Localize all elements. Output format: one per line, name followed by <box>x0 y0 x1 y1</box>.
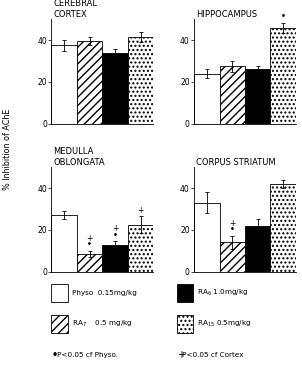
Text: •: • <box>230 225 235 234</box>
Bar <box>245 226 271 272</box>
Text: •: • <box>281 12 286 21</box>
Bar <box>77 41 102 124</box>
Text: •: • <box>87 240 92 249</box>
Bar <box>51 45 77 124</box>
Text: HIPPOCAMPUS: HIPPOCAMPUS <box>196 10 257 19</box>
Bar <box>77 254 102 272</box>
Text: +: + <box>86 234 93 243</box>
Text: +: + <box>137 206 144 215</box>
Bar <box>220 242 245 272</box>
Text: •: • <box>113 231 117 240</box>
Text: +: + <box>112 224 118 234</box>
Text: RA$_{15}$ 0.5mg/kg: RA$_{15}$ 0.5mg/kg <box>197 319 251 329</box>
Bar <box>102 244 128 272</box>
Bar <box>128 37 153 124</box>
Bar <box>128 225 153 272</box>
Text: P<0.05 cf Physo.: P<0.05 cf Physo. <box>57 352 118 358</box>
Bar <box>51 215 77 272</box>
Text: MEDULLA
OBLONGATA: MEDULLA OBLONGATA <box>53 147 105 166</box>
Text: Physo  0.15mg/kg: Physo 0.15mg/kg <box>72 290 137 296</box>
Text: % Inhibition of AChE: % Inhibition of AChE <box>3 109 12 190</box>
Text: +: + <box>229 219 236 228</box>
Text: •: • <box>51 350 57 360</box>
Text: RA$_7$    0.5 mg/kg: RA$_7$ 0.5 mg/kg <box>72 319 132 329</box>
Text: RA$_6$ 1.0mg/kg: RA$_6$ 1.0mg/kg <box>197 288 249 298</box>
Bar <box>102 53 128 124</box>
Bar <box>220 66 245 124</box>
Bar <box>194 74 220 124</box>
Bar <box>245 69 271 124</box>
Text: +: + <box>177 350 185 360</box>
Bar <box>271 28 296 124</box>
Text: CEREBRAL
CORTEX: CEREBRAL CORTEX <box>53 0 97 19</box>
Bar <box>194 203 220 272</box>
Text: CORPUS STRIATUM: CORPUS STRIATUM <box>196 158 276 166</box>
Text: P<0.05 cf Cortex: P<0.05 cf Cortex <box>182 352 244 358</box>
Bar <box>271 184 296 272</box>
